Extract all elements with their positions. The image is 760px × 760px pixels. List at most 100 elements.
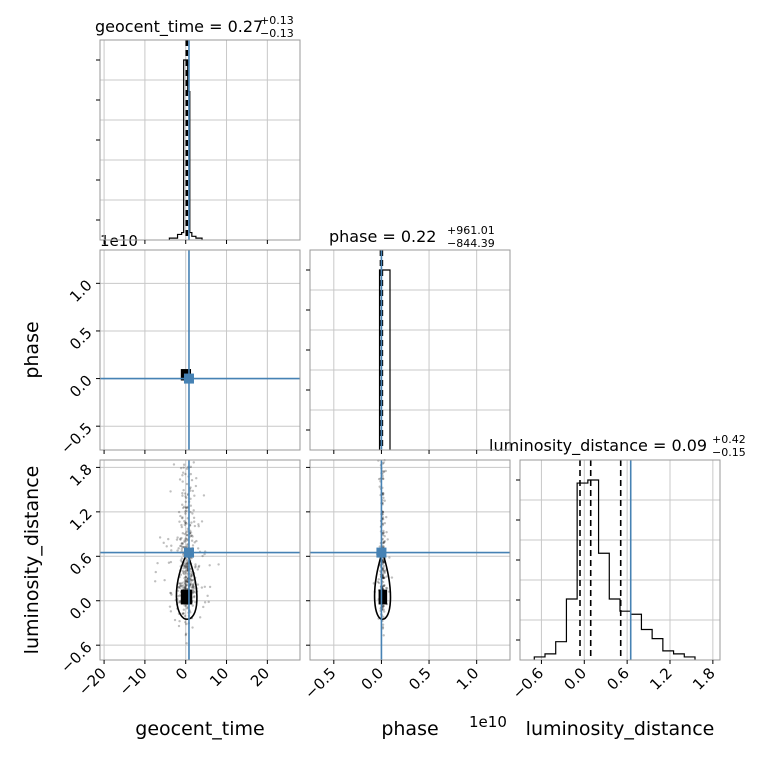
sample-point-gt-ld xyxy=(156,561,159,565)
sample-point-gt-ld xyxy=(180,584,183,588)
sample-point-gt-ld xyxy=(202,605,205,609)
xtick-label-ph-ld-3: 1.0 xyxy=(453,664,483,694)
sample-point-gt-ld xyxy=(183,519,186,523)
sample-point-gt-ld xyxy=(185,566,189,570)
sample-point-gt-ld xyxy=(181,546,184,549)
sample-point-ph-ld xyxy=(384,569,387,573)
sample-point-gt-ld xyxy=(186,530,189,533)
sample-point-gt-ld xyxy=(184,575,188,579)
sample-point-gt-ld xyxy=(181,581,184,585)
sample-point-gt-ld xyxy=(179,466,183,470)
sample-point-gt-ld xyxy=(184,604,188,608)
sample-point-ph-ld xyxy=(384,469,387,473)
sample-point-ph-ld xyxy=(381,462,385,465)
sample-point-ph-ld xyxy=(376,580,380,584)
sample-point-gt-ld xyxy=(185,563,188,566)
sample-point-gt-ld xyxy=(163,578,166,582)
title-geocent-time: geocent_time = 0.27 xyxy=(95,17,263,37)
sample-point-gt-ld xyxy=(181,553,185,556)
sample-point-ph-ld xyxy=(372,582,375,585)
sample-point-ph-ld xyxy=(385,530,388,534)
sample-point-ph-ld xyxy=(381,627,385,630)
xlabel-phase: phase xyxy=(381,718,438,740)
ytick-label-gt-ld-4: 1.8 xyxy=(66,460,96,490)
ytick-label-gt-ph-3: 1.0 xyxy=(66,276,96,306)
sample-point-gt-ld xyxy=(179,538,182,541)
ytick-label-gt-ld-1: 0.0 xyxy=(66,594,96,624)
sample-point-gt-ld xyxy=(181,503,184,506)
sample-point-gt-ld xyxy=(179,573,183,576)
sample-point-gt-ld xyxy=(184,632,188,635)
sample-point-gt-ld xyxy=(182,608,186,611)
sample-point-ph-ld xyxy=(382,610,386,613)
sample-point-gt-ld xyxy=(203,585,207,588)
sample-point-gt-ld xyxy=(185,539,188,542)
sample-point-gt-ld xyxy=(180,557,184,560)
sample-point-gt-ld xyxy=(170,593,173,596)
sample-point-ph-ld xyxy=(382,584,386,588)
density-core-gt-ld xyxy=(180,589,193,605)
sample-point-gt-ld xyxy=(169,591,172,595)
sample-point-ph-ld xyxy=(390,576,394,579)
sample-point-ph-ld xyxy=(381,560,385,563)
sample-point-gt-ld xyxy=(176,536,179,539)
contour-ph-ld xyxy=(373,554,392,621)
sample-point-gt-ld xyxy=(169,560,173,564)
sample-point-ph-ld xyxy=(382,492,385,495)
sample-point-ph-ld xyxy=(382,561,385,564)
sample-point-ph-ld xyxy=(381,576,385,580)
sample-point-gt-ld xyxy=(191,604,194,607)
ytick-label-gt-ld-3: 1.2 xyxy=(66,505,96,535)
truth-marker-gt-phase xyxy=(183,373,194,384)
sample-point-gt-ld xyxy=(185,569,188,572)
sample-point-gt-ld xyxy=(190,582,193,585)
sample-point-gt-ld xyxy=(200,520,204,523)
sample-point-ph-ld xyxy=(382,529,385,533)
sample-point-ph-ld xyxy=(381,493,385,496)
sample-point-gt-ld xyxy=(177,547,180,550)
sample-point-gt-ld xyxy=(184,537,187,540)
sample-point-gt-ld xyxy=(177,601,180,604)
ytick-label-gt-ph-1: 0.0 xyxy=(66,372,96,402)
sample-point-gt-ld xyxy=(179,559,183,562)
xtick-label-gt-ld-3: 10 xyxy=(206,664,232,690)
sample-point-gt-ld xyxy=(183,580,186,583)
sample-point-ph-ld xyxy=(382,541,386,544)
sample-point-gt-ld xyxy=(195,539,198,543)
density-core-ph-ld xyxy=(378,589,388,605)
sample-point-gt-ld xyxy=(192,596,196,599)
xtick-label-ld-hist-3: 1.2 xyxy=(646,664,676,694)
title-phase-sup: +961.01 xyxy=(447,224,495,237)
sample-point-ph-ld xyxy=(382,477,385,481)
sample-point-gt-ld xyxy=(185,607,189,610)
title-geocent-time-sub: −0.13 xyxy=(260,27,294,40)
sample-point-ph-ld xyxy=(382,545,385,548)
sample-point-gt-ld xyxy=(185,561,189,565)
sample-point-ph-ld xyxy=(385,587,389,590)
sample-point-gt-ld xyxy=(179,582,182,586)
sample-point-gt-ld xyxy=(184,584,187,588)
sample-point-ph-ld xyxy=(381,605,385,608)
sample-point-gt-ld xyxy=(181,492,184,495)
sample-point-gt-ld xyxy=(198,616,202,619)
sample-point-ph-ld xyxy=(382,496,385,500)
sample-point-gt-ld xyxy=(176,589,180,593)
sample-point-gt-ld xyxy=(192,585,195,589)
sample-point-gt-ld xyxy=(185,583,189,587)
sample-point-ph-ld xyxy=(381,562,385,565)
sample-point-gt-ld xyxy=(202,494,206,497)
sample-point-gt-ld xyxy=(185,562,189,566)
offset-label-phase-y: 1e10 xyxy=(100,232,138,250)
sample-point-gt-ld xyxy=(191,512,194,515)
sample-point-gt-ld xyxy=(154,570,157,574)
sample-point-ph-ld xyxy=(378,545,382,548)
sample-point-gt-ld xyxy=(186,544,189,547)
sample-point-gt-ld xyxy=(183,586,186,590)
panel-frame-geocent-time-hist xyxy=(99,39,301,241)
sample-point-gt-ld xyxy=(182,571,185,575)
sample-point-gt-ld xyxy=(186,564,189,568)
sample-point-ph-ld xyxy=(381,541,385,545)
sample-point-gt-ld xyxy=(178,594,181,597)
sample-point-ph-ld xyxy=(381,576,385,580)
sample-point-gt-ld xyxy=(184,521,188,524)
